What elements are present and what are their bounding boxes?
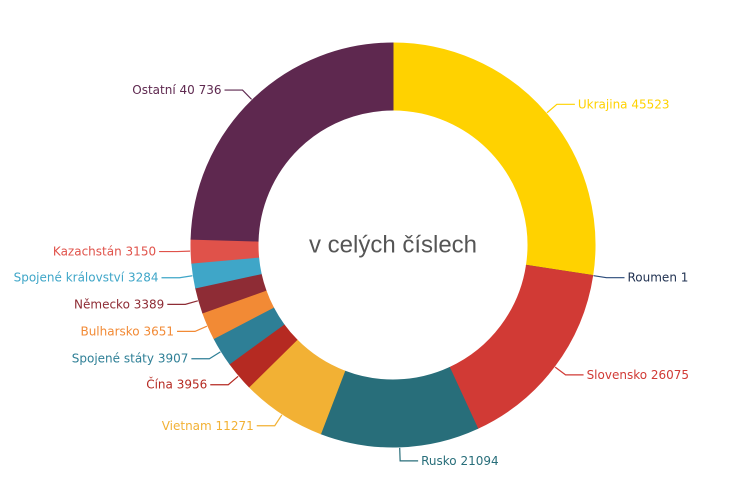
data-label: Kazachstán 3150: [53, 244, 156, 258]
leader-line: [399, 447, 419, 462]
label-value: 3651: [143, 324, 174, 338]
leader-line: [210, 375, 239, 386]
label-value: 3389: [134, 297, 165, 311]
label-name: Roumen: [628, 270, 677, 284]
label-value: 26075: [651, 367, 689, 381]
label-name: Spojené státy: [72, 351, 154, 365]
leader-line: [256, 414, 283, 427]
leader-line: [554, 366, 584, 376]
label-value: 3150: [126, 244, 157, 258]
data-label: Slovensko 26075: [587, 367, 690, 381]
leader-line: [191, 351, 221, 360]
label-value: 40 736: [180, 83, 222, 97]
leader-line: [593, 275, 625, 279]
label-value: 21094: [460, 453, 498, 467]
data-label: Bulharsko 3651: [80, 324, 174, 338]
label-name: Německo: [74, 297, 130, 311]
label-name: Spojené království: [14, 270, 125, 284]
slice: [448, 264, 594, 430]
data-label: Vietnam 11271: [162, 418, 254, 432]
label-value: 11271: [216, 418, 254, 432]
label-value: 1: [681, 270, 689, 284]
label-name: Slovensko: [587, 367, 648, 381]
label-name: Čína: [146, 376, 173, 391]
data-label: Roumen 1: [628, 270, 689, 284]
data-label: Rusko 21094: [421, 453, 499, 467]
data-label: Ostatní 40 736: [132, 83, 221, 97]
label-name: Kazachstán: [53, 244, 122, 258]
data-label: Čína 3956: [146, 376, 207, 391]
data-label: Spojené království 3284: [14, 270, 159, 284]
data-label: Ukrajina 45523: [578, 97, 670, 111]
label-name: Ukrajina: [578, 97, 628, 111]
label-value: 3284: [128, 270, 159, 284]
leader-line: [167, 300, 198, 305]
leader-line: [546, 103, 575, 114]
label-name: Rusko: [421, 453, 457, 467]
chart-title: v celých číslech: [309, 231, 477, 258]
slice: [190, 42, 394, 242]
slices: [190, 42, 596, 448]
leader-line: [224, 89, 253, 100]
label-name: Ostatní: [132, 83, 176, 97]
leader-line: [177, 325, 208, 333]
leader-line: [161, 275, 193, 279]
data-label: Spojené státy 3907: [72, 351, 189, 365]
label-name: Bulharsko: [80, 324, 139, 338]
slice: [392, 42, 596, 277]
label-name: Vietnam: [162, 418, 212, 432]
label-value: 3956: [177, 377, 208, 391]
data-label: Německo 3389: [74, 297, 164, 311]
label-value: 45523: [631, 97, 669, 111]
slice: [320, 366, 479, 448]
label-value: 3907: [158, 351, 189, 365]
